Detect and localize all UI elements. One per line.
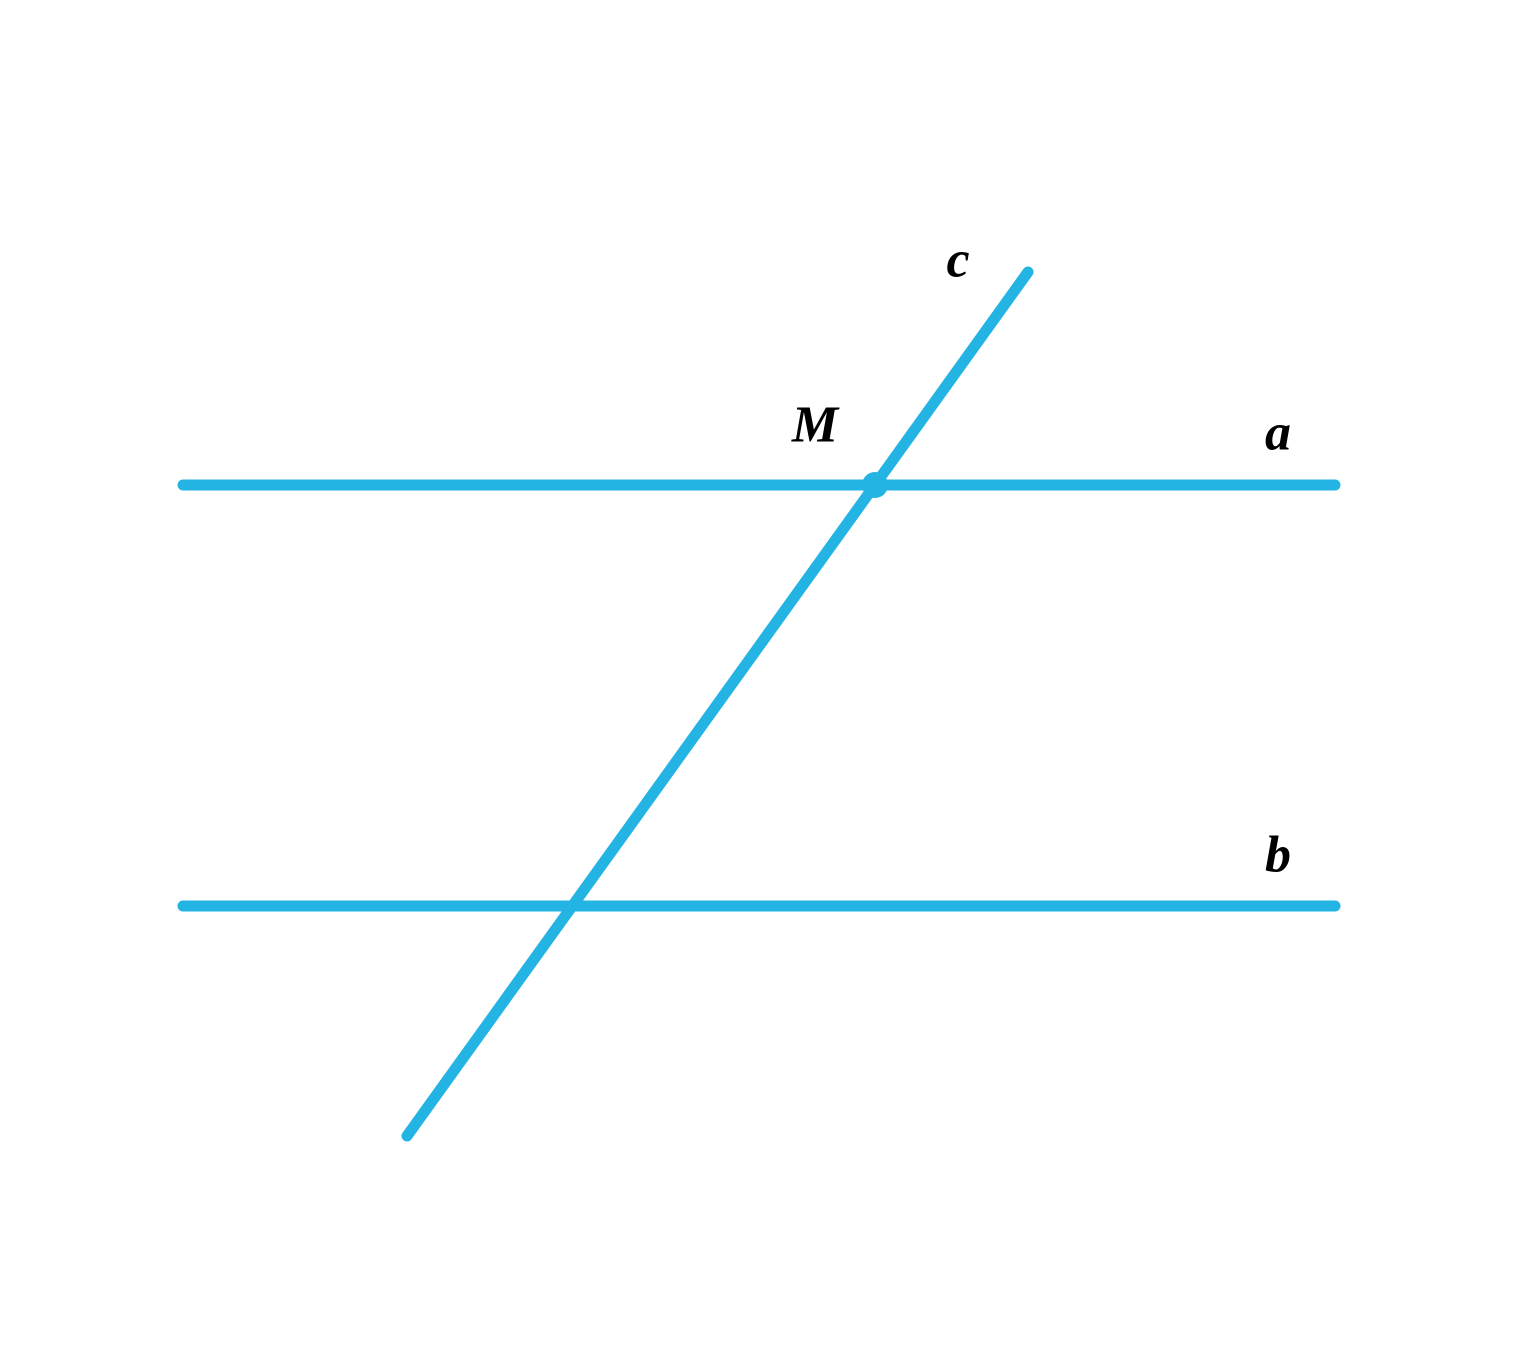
- line-a-label: a: [1265, 404, 1291, 463]
- point-M: [862, 472, 888, 498]
- line-c: [407, 272, 1028, 1136]
- geometry-svg: [0, 0, 1536, 1359]
- point-M-label: M: [792, 396, 838, 455]
- line-b-label: b: [1265, 826, 1291, 885]
- diagram-container: c M a b: [0, 0, 1536, 1359]
- line-c-label: c: [946, 231, 969, 290]
